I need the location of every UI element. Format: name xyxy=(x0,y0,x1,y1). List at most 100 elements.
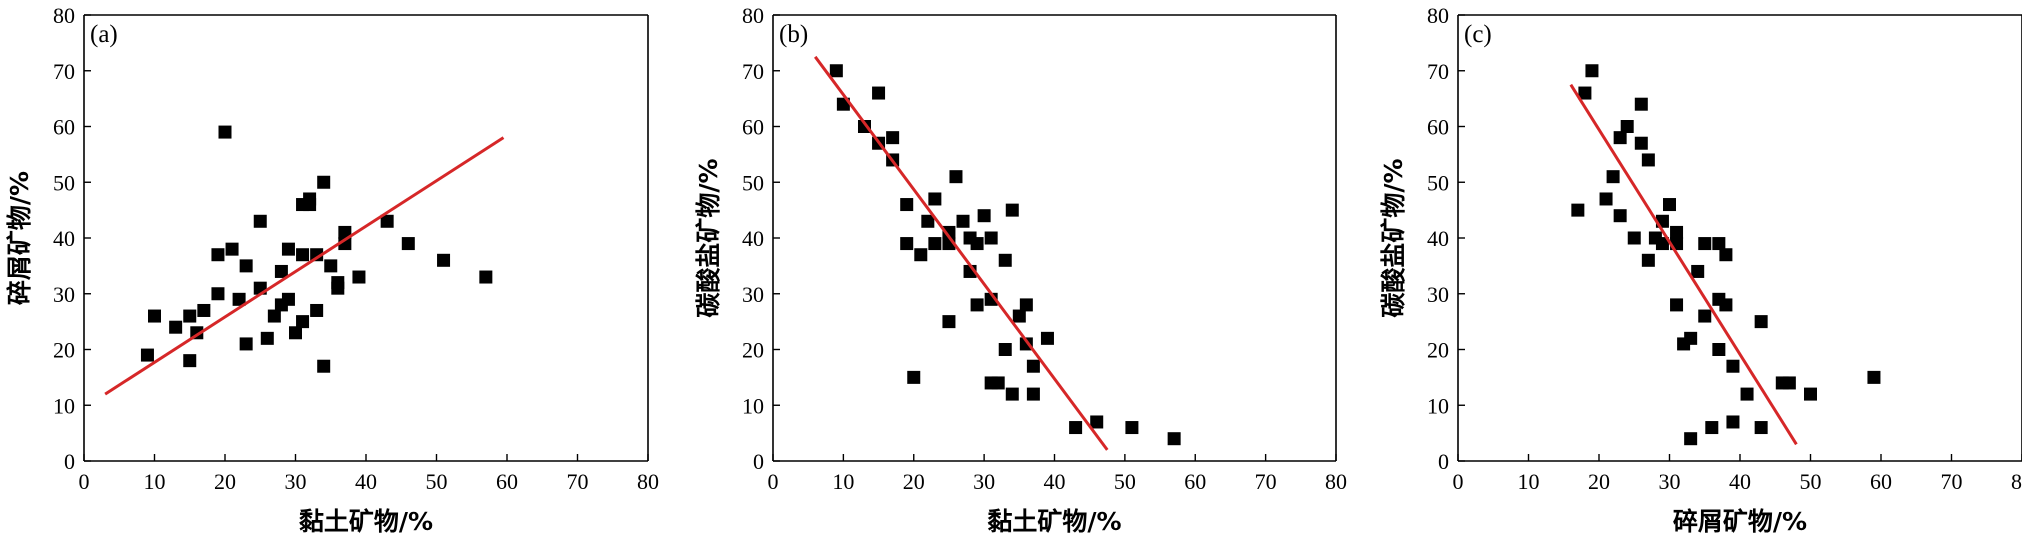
fit-line xyxy=(814,55,1109,451)
y-tick-label: 20 xyxy=(1427,338,1449,363)
y-tick-label: 60 xyxy=(53,115,75,140)
x-tick-label: 80 xyxy=(1325,469,1347,494)
x-tick-label: 20 xyxy=(1588,469,1610,494)
data-point xyxy=(1069,421,1083,435)
x-tick-label: 50 xyxy=(1800,469,1822,494)
data-point xyxy=(984,231,998,245)
y-tick-label: 10 xyxy=(53,393,75,418)
x-axis-title: 黏土矿物/% xyxy=(299,507,433,536)
y-axis-title: 碎屑矿物/% xyxy=(5,171,34,305)
x-tick-label: 60 xyxy=(1870,469,1892,494)
data-point xyxy=(900,237,914,251)
x-tick-label: 30 xyxy=(973,469,995,494)
data-point xyxy=(148,309,161,323)
data-point xyxy=(1005,387,1019,401)
data-point xyxy=(1655,237,1669,251)
data-point xyxy=(991,376,1005,390)
x-tick-label: 10 xyxy=(832,469,854,494)
y-tick-label: 80 xyxy=(1427,3,1449,28)
data-point xyxy=(183,309,197,323)
x-tick-label: 50 xyxy=(1114,469,1136,494)
y-tick-label: 60 xyxy=(742,115,764,140)
y-tick-label: 20 xyxy=(53,338,75,363)
data-point xyxy=(1719,248,1733,262)
x-tick-label: 0 xyxy=(79,469,90,494)
x-tick-label: 10 xyxy=(1518,469,1540,494)
data-point xyxy=(1167,432,1181,446)
data-point xyxy=(260,331,274,345)
x-tick-label: 70 xyxy=(1255,469,1277,494)
data-point xyxy=(1698,309,1712,323)
data-point xyxy=(1634,136,1648,150)
data-point xyxy=(1125,421,1139,435)
data-point xyxy=(1698,237,1712,251)
data-point xyxy=(998,253,1012,267)
x-tick-label: 10 xyxy=(144,469,166,494)
data-point xyxy=(1571,203,1585,217)
data-point xyxy=(401,237,415,251)
data-point xyxy=(1599,192,1613,206)
data-point xyxy=(1712,237,1726,251)
data-point xyxy=(1606,170,1620,184)
data-point xyxy=(183,354,197,368)
y-tick-label: 20 xyxy=(742,338,764,363)
data-point xyxy=(1754,315,1768,329)
y-tick-label: 40 xyxy=(1427,226,1449,251)
data-point xyxy=(970,237,984,251)
data-point xyxy=(1705,421,1719,435)
y-tick-label: 10 xyxy=(1427,393,1449,418)
x-tick-label: 60 xyxy=(1184,469,1206,494)
data-point xyxy=(232,292,246,306)
x-tick-label: 0 xyxy=(1453,469,1464,494)
y-tick-label: 50 xyxy=(1427,170,1449,195)
data-point xyxy=(296,248,310,262)
data-point xyxy=(211,287,225,301)
data-point xyxy=(1804,387,1817,401)
data-point xyxy=(296,315,310,329)
x-tick-label: 40 xyxy=(355,469,377,494)
data-point xyxy=(239,337,253,351)
data-point xyxy=(829,64,843,78)
x-tick-label: 70 xyxy=(567,469,589,494)
data-point xyxy=(352,270,366,284)
data-point xyxy=(1585,64,1599,78)
y-tick-label: 10 xyxy=(742,393,764,418)
x-tick-label: 30 xyxy=(1659,469,1681,494)
data-point xyxy=(872,86,886,100)
y-tick-label: 80 xyxy=(53,3,75,28)
data-point xyxy=(1620,120,1634,133)
data-point xyxy=(1040,331,1054,345)
x-tick-label: 30 xyxy=(285,469,307,494)
x-tick-label: 80 xyxy=(637,469,659,494)
data-point xyxy=(942,315,956,329)
data-point xyxy=(253,214,267,228)
data-point xyxy=(338,225,352,239)
data-point xyxy=(324,259,338,273)
data-point xyxy=(1578,86,1592,100)
data-point xyxy=(1684,432,1698,446)
x-tick-label: 40 xyxy=(1729,469,1751,494)
data-point xyxy=(281,292,295,306)
data-point xyxy=(907,370,921,384)
x-tick-label: 20 xyxy=(214,469,236,494)
data-point xyxy=(239,259,253,273)
data-point xyxy=(1090,415,1104,429)
data-point xyxy=(303,192,317,206)
data-point xyxy=(169,320,183,334)
chart-panel-2: 0 10 20 30 40 50 60 70 80 0 10 20 30 40 50 60 70 80 黏土矿物/%… xyxy=(694,3,1347,536)
y-tick-label: 0 xyxy=(753,449,764,474)
chart-panel-3: 0 10 20 30 40 50 60 70 80 0 10 20 30 40 50 60 70 80 碎屑矿物/%… xyxy=(1379,3,2022,536)
data-point xyxy=(218,125,232,139)
fit-line xyxy=(1569,83,1798,446)
data-point xyxy=(1782,376,1796,390)
y-tick-label: 80 xyxy=(742,3,764,28)
data-point xyxy=(1712,343,1726,356)
data-point xyxy=(1867,370,1881,384)
data-point xyxy=(211,248,225,262)
data-point xyxy=(1670,225,1684,239)
y-tick-label: 30 xyxy=(53,282,75,307)
data-point xyxy=(977,209,991,223)
data-point xyxy=(479,270,493,284)
fit-line xyxy=(104,136,505,396)
